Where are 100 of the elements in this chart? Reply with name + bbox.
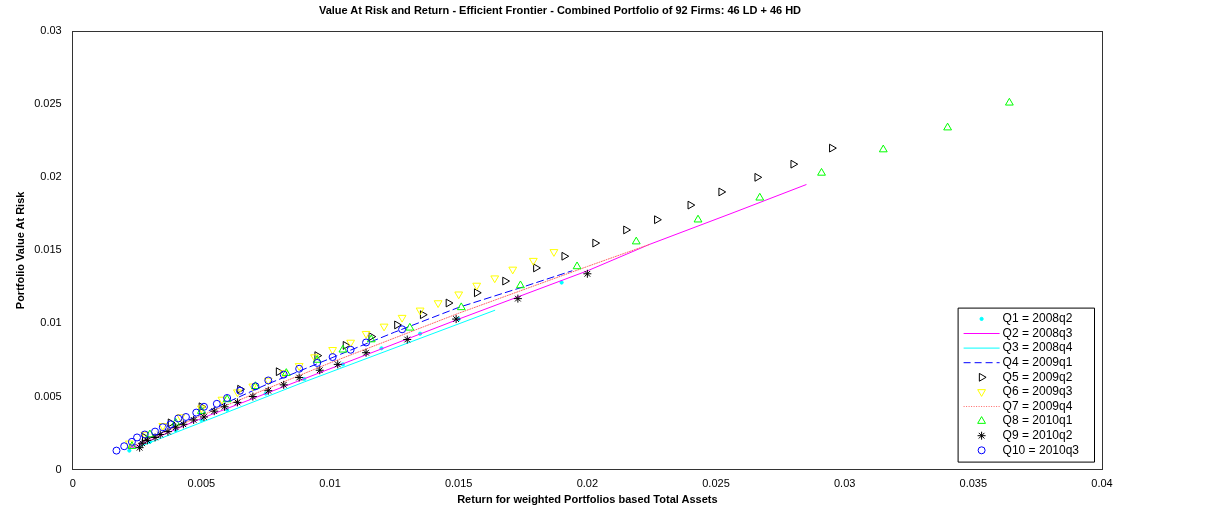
point <box>397 314 407 323</box>
point <box>328 353 337 362</box>
point <box>623 225 631 235</box>
point <box>451 314 461 324</box>
point <box>248 392 258 402</box>
legend-label: Q8 = 2010q1 <box>1002 413 1073 428</box>
point <box>137 438 147 448</box>
x-tick-label: 0.01 <box>319 477 341 490</box>
point <box>433 300 443 309</box>
point <box>171 422 181 432</box>
point <box>314 351 323 361</box>
point <box>361 348 371 358</box>
x-tick-label: 0.015 <box>444 477 473 490</box>
x-tick-label: 0.025 <box>702 477 730 490</box>
point <box>549 249 559 257</box>
point <box>275 367 284 377</box>
legend-label: Q10 = 2010q3 <box>1002 442 1080 457</box>
point <box>754 172 763 182</box>
point <box>454 291 464 300</box>
point <box>592 238 601 248</box>
point <box>338 344 348 353</box>
point <box>402 335 412 345</box>
point <box>313 358 322 367</box>
point <box>654 215 662 225</box>
point <box>582 269 592 279</box>
point <box>508 266 518 275</box>
point <box>155 430 165 440</box>
point <box>220 402 230 412</box>
x-tick-label: 0.04 <box>1091 477 1113 490</box>
y-tick-label: 0.015 <box>34 243 62 256</box>
point <box>263 386 273 396</box>
point <box>145 429 155 438</box>
point <box>199 412 209 422</box>
point <box>817 167 826 176</box>
legend-label: Q7 = 2009q4 <box>1002 398 1073 413</box>
y-axis-title: Portfolio Value At Risk <box>13 190 26 310</box>
point <box>829 143 837 153</box>
point <box>333 359 343 369</box>
legend-label: Q9 = 2010q2 <box>1002 428 1073 443</box>
point <box>362 338 371 347</box>
point <box>445 298 454 308</box>
point <box>718 187 727 197</box>
point <box>790 159 799 169</box>
point <box>379 323 389 332</box>
point <box>217 396 227 405</box>
y-tick-label: 0.02 <box>40 170 62 183</box>
point <box>415 307 425 316</box>
point <box>490 275 500 284</box>
point <box>419 310 428 320</box>
point <box>516 280 525 289</box>
point <box>502 276 511 286</box>
point <box>328 347 338 355</box>
point <box>472 282 482 291</box>
point <box>209 406 219 416</box>
legend-label: Q5 = 2009q2 <box>1002 369 1073 384</box>
point <box>878 144 888 153</box>
point <box>693 214 703 223</box>
point <box>135 443 145 453</box>
x-tick-label: 0.03 <box>833 477 856 490</box>
point <box>943 122 953 131</box>
point <box>279 380 289 390</box>
point <box>572 261 582 270</box>
legend-label: Q4 = 2009q1 <box>1002 355 1073 370</box>
point <box>346 339 356 348</box>
point <box>513 294 523 304</box>
x-tick-label: 0 <box>69 477 76 490</box>
point <box>315 365 325 375</box>
y-tick-label: 0.01 <box>40 316 62 329</box>
point <box>192 408 201 417</box>
point <box>189 415 199 425</box>
point <box>533 263 541 273</box>
x-tick-label: 0.005 <box>187 477 216 490</box>
point <box>112 446 121 455</box>
point <box>212 399 221 408</box>
point <box>181 412 190 421</box>
x-tick-label: 0.02 <box>576 477 599 490</box>
point <box>405 322 415 331</box>
point <box>394 320 402 330</box>
y-tick-label: 0.005 <box>34 389 62 402</box>
y-tick-label: 0.025 <box>34 97 62 110</box>
point <box>120 442 129 451</box>
point <box>528 257 538 266</box>
x-tick-label: 0.035 <box>959 477 988 490</box>
point <box>361 330 371 339</box>
x-axis-title: Return for weighted Portfolios based Total Assets <box>457 493 718 506</box>
point <box>687 200 696 210</box>
point <box>294 373 304 383</box>
point <box>456 302 466 311</box>
point <box>398 325 407 334</box>
y-tick-label: 0 <box>55 462 62 475</box>
point <box>346 345 355 354</box>
legend-label: Q2 = 2008q3 <box>1002 325 1073 340</box>
legend-label: Q1 = 2008q2 <box>1002 311 1073 326</box>
point <box>342 340 351 350</box>
legend-label: Q6 = 2009q3 <box>1002 384 1073 399</box>
point <box>561 251 570 261</box>
point <box>133 433 142 442</box>
point <box>232 397 242 407</box>
point <box>755 192 765 201</box>
point <box>631 236 641 245</box>
